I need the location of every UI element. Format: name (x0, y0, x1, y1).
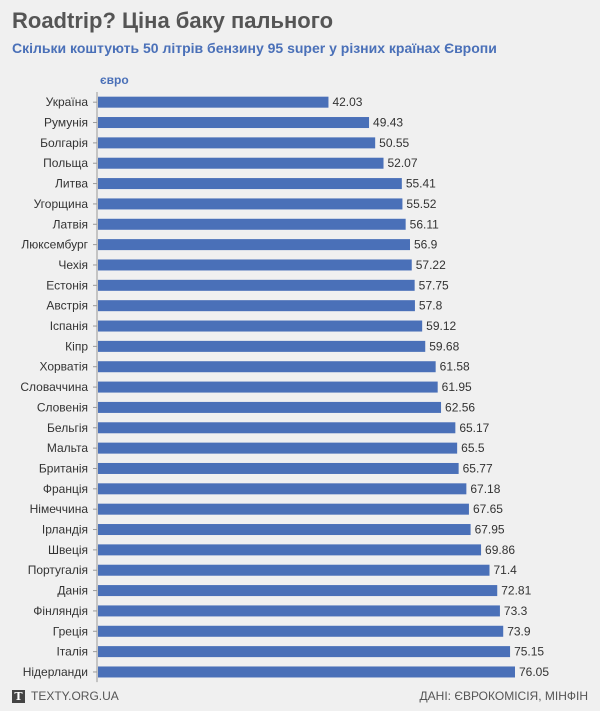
value-label: 42.03 (332, 95, 362, 109)
value-label: 73.9 (507, 624, 531, 638)
bar (98, 585, 498, 597)
bar (98, 605, 500, 617)
value-label: 62.56 (445, 400, 475, 414)
bar (98, 646, 511, 658)
value-label: 65.77 (463, 461, 493, 475)
category-label: Португалія (28, 563, 88, 577)
bar (98, 340, 426, 352)
value-label: 69.86 (485, 543, 515, 557)
value-label: 76.05 (519, 665, 549, 679)
category-label: Італія (56, 645, 88, 659)
category-label: Нідерланди (23, 665, 88, 679)
category-label: Греція (53, 624, 88, 638)
category-label: Кіпр (65, 339, 88, 353)
bar (98, 666, 515, 678)
category-label: Ірландія (42, 523, 88, 537)
bar (98, 198, 403, 210)
value-label: 73.3 (504, 604, 528, 618)
category-label: Данія (57, 584, 88, 598)
bar (98, 361, 436, 373)
bar (98, 96, 329, 108)
category-label: Україна (46, 95, 89, 109)
value-label: 57.22 (416, 258, 446, 272)
bar (98, 259, 412, 271)
category-label: Мальта (47, 441, 88, 455)
category-label: Польща (43, 156, 88, 170)
category-label: Естонія (46, 278, 88, 292)
category-label: Хорватія (39, 360, 88, 374)
category-label: Румунія (44, 116, 88, 130)
category-label: Швеція (48, 543, 88, 557)
bar (98, 544, 482, 556)
bar (98, 218, 406, 230)
unit-label: євро (100, 73, 129, 87)
category-label: Литва (55, 177, 88, 191)
category-label: Чехія (58, 258, 88, 272)
bar (98, 442, 458, 454)
site-name: TEXTY.ORG.UA (31, 689, 119, 703)
chart-subtitle: Скільки коштують 50 літрів бензину 95 su… (12, 40, 497, 56)
category-label: Франція (43, 482, 88, 496)
value-label: 65.5 (461, 441, 485, 455)
value-label: 72.81 (501, 584, 531, 598)
value-label: 56.9 (414, 238, 438, 252)
value-label: 49.43 (373, 116, 403, 130)
value-label: 71.4 (494, 563, 518, 577)
category-label: Угорщина (34, 197, 89, 211)
bar (98, 503, 469, 515)
value-label: 57.75 (419, 278, 449, 292)
bar (98, 239, 410, 251)
category-label: Бельгія (47, 421, 88, 435)
bar (98, 524, 471, 536)
value-label: 67.95 (475, 523, 505, 537)
bar (98, 483, 467, 495)
bar (98, 178, 402, 190)
bar (98, 401, 442, 413)
value-label: 59.68 (429, 339, 459, 353)
category-label: Британія (39, 461, 88, 475)
value-label: 61.95 (442, 380, 472, 394)
value-label: 59.12 (426, 319, 456, 333)
value-label: 55.52 (406, 197, 436, 211)
bar (98, 381, 438, 393)
bar (98, 300, 415, 312)
value-label: 75.15 (514, 645, 544, 659)
value-label: 50.55 (379, 136, 409, 150)
category-label: Австрія (46, 299, 88, 313)
value-label: 67.18 (470, 482, 500, 496)
bar (98, 279, 415, 291)
bar (98, 117, 370, 129)
category-label: Люксембург (21, 238, 88, 252)
value-label: 55.41 (406, 177, 436, 191)
category-label: Словенія (37, 400, 88, 414)
bar (98, 422, 456, 434)
data-source: ДАНІ: ЄВРОКОМІСІЯ, МІНФІН (419, 689, 588, 703)
category-label: Іспанія (50, 319, 88, 333)
bar (98, 625, 504, 637)
value-label: 61.58 (440, 360, 470, 374)
bar (98, 320, 423, 332)
category-label: Німеччина (30, 502, 89, 516)
bar (98, 462, 459, 474)
value-label: 56.11 (410, 217, 439, 231)
category-label: Словаччина (20, 380, 88, 394)
bar (98, 157, 384, 169)
bar (98, 137, 376, 149)
category-label: Болгарія (40, 136, 88, 150)
category-label: Латвія (53, 217, 88, 231)
value-label: 52.07 (388, 156, 418, 170)
value-label: 57.8 (419, 299, 443, 313)
texty-logo: T (12, 689, 25, 703)
category-label: Фінляндія (33, 604, 88, 618)
chart-title: Roadtrip? Ціна баку пального (12, 8, 334, 33)
value-label: 65.17 (459, 421, 489, 435)
bar (98, 564, 490, 576)
value-label: 67.65 (473, 502, 503, 516)
footer-brand: T TEXTY.ORG.UA (12, 689, 119, 703)
